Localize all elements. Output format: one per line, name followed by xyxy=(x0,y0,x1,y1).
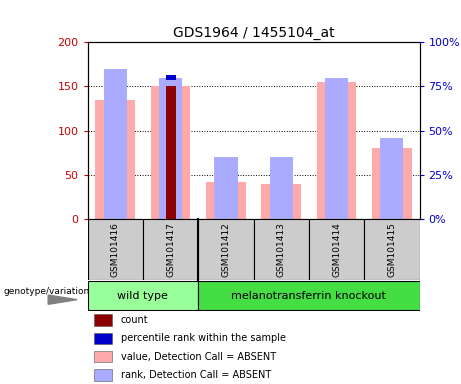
Text: percentile rank within the sample: percentile rank within the sample xyxy=(121,333,286,343)
Bar xyxy=(143,219,198,280)
Text: wild type: wild type xyxy=(118,291,168,301)
Bar xyxy=(165,86,176,219)
Bar xyxy=(254,219,309,280)
Text: genotype/variation: genotype/variation xyxy=(4,288,90,296)
Bar xyxy=(165,75,176,80)
Bar xyxy=(364,219,420,280)
Text: GSM101412: GSM101412 xyxy=(221,222,230,277)
Bar xyxy=(95,100,135,219)
Text: GSM101414: GSM101414 xyxy=(332,222,341,277)
Bar xyxy=(270,157,293,219)
Text: GSM101417: GSM101417 xyxy=(166,222,175,277)
Bar xyxy=(88,219,143,280)
Bar xyxy=(94,314,112,326)
Bar xyxy=(104,69,127,219)
Bar xyxy=(94,351,112,362)
Bar xyxy=(325,78,348,219)
Text: GSM101415: GSM101415 xyxy=(387,222,396,277)
Bar xyxy=(206,182,246,219)
Bar xyxy=(159,78,182,219)
Bar xyxy=(94,369,112,381)
Text: GSM101413: GSM101413 xyxy=(277,222,286,277)
Text: GSM101416: GSM101416 xyxy=(111,222,120,277)
Bar xyxy=(309,219,364,280)
Text: rank, Detection Call = ABSENT: rank, Detection Call = ABSENT xyxy=(121,370,271,380)
Text: value, Detection Call = ABSENT: value, Detection Call = ABSENT xyxy=(121,352,276,362)
Bar xyxy=(94,333,112,344)
Text: count: count xyxy=(121,315,148,325)
Bar xyxy=(88,281,198,310)
Title: GDS1964 / 1455104_at: GDS1964 / 1455104_at xyxy=(173,26,334,40)
Bar xyxy=(198,281,420,310)
Text: melanotransferrin knockout: melanotransferrin knockout xyxy=(231,291,386,301)
Bar xyxy=(372,148,412,219)
Bar xyxy=(261,184,301,219)
Bar xyxy=(317,82,356,219)
Bar xyxy=(380,137,403,219)
Bar xyxy=(151,86,190,219)
Bar xyxy=(214,157,237,219)
Polygon shape xyxy=(48,295,77,304)
Bar xyxy=(198,219,254,280)
